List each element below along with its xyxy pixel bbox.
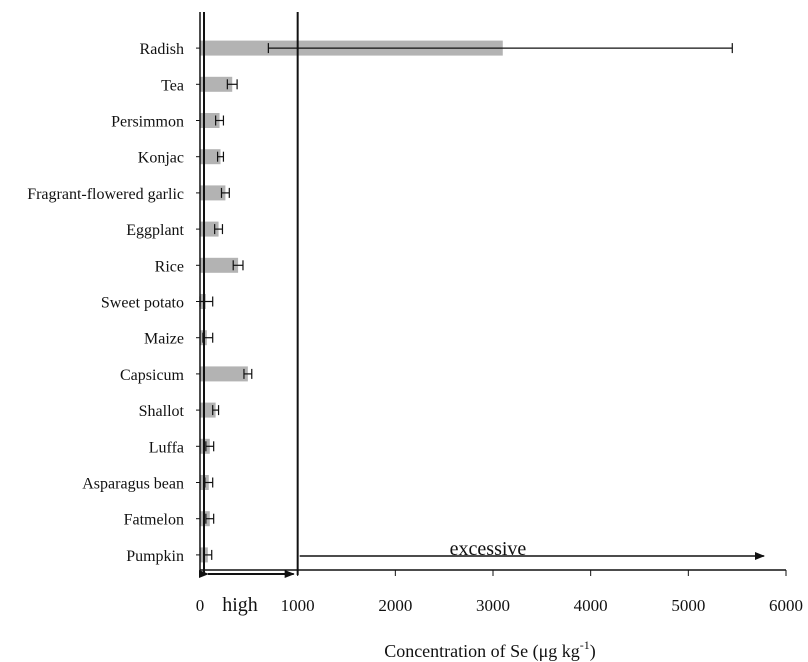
category-label: Radish (140, 41, 184, 58)
x-tick-label: 1000 (281, 596, 315, 615)
x-tick-label: 4000 (574, 596, 608, 615)
bar (200, 257, 239, 273)
category-label: Eggplant (126, 222, 184, 239)
x-tick-labels: 0 1000 2000 3000 4000 5000 6000 (196, 596, 803, 615)
category-label: Luffa (149, 439, 184, 456)
bar (200, 149, 221, 165)
category-label: Asparagus bean (82, 476, 184, 493)
category-label: Shallot (139, 403, 185, 420)
x-axis-title-main: Concentration of Se (μg kg (384, 641, 580, 662)
category-labels: Radish Tea Persimmon Konjac Fragrant-flowere… (27, 41, 184, 565)
category-label: Pumpkin (126, 548, 184, 565)
category-label: Persimmon (111, 114, 184, 131)
axes-layer (196, 12, 787, 578)
category-label: Sweet potato (101, 295, 184, 312)
x-tick-label: 6000 (769, 596, 803, 615)
x-tick-label: 2000 (378, 596, 412, 615)
bars-layer (200, 40, 503, 563)
category-label: Tea (161, 77, 184, 94)
x-tick-label: 5000 (671, 596, 705, 615)
x-axis-title: Concentration of Se (μg kg-1) (384, 638, 596, 662)
annotations: high excessive (222, 538, 526, 616)
x-tick-label: 3000 (476, 596, 510, 615)
category-label: Fragrant-flowered garlic (27, 186, 184, 203)
excessive-label: excessive (450, 538, 527, 560)
category-label: Capsicum (120, 367, 185, 384)
category-label: Rice (155, 258, 184, 275)
x-axis-title-sup: -1 (580, 638, 590, 652)
bar (200, 76, 233, 92)
category-label: Maize (144, 331, 184, 348)
category-label: Fatmelon (124, 512, 184, 529)
bar (200, 366, 248, 382)
bar (200, 185, 226, 201)
high-label: high (222, 594, 258, 616)
error-bars-layer (199, 43, 733, 560)
x-axis-title-end: ) (590, 641, 596, 662)
category-label: Konjac (138, 150, 184, 167)
x-tick-label: 0 (196, 596, 205, 615)
